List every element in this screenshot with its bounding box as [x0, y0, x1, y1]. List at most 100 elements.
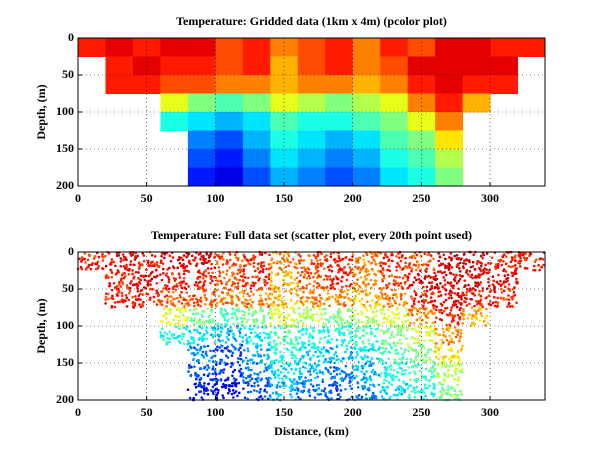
scatter-point [403, 381, 406, 385]
scatter-point [269, 336, 272, 339]
scatter-point [315, 268, 318, 271]
scatter-point [450, 374, 454, 378]
scatter-point [451, 394, 454, 398]
scatter-point [170, 333, 174, 336]
scatter-point [349, 346, 353, 349]
scatter-point [416, 309, 419, 313]
scatter-point [495, 305, 499, 308]
scatter-point [268, 292, 272, 296]
scatter-point [175, 285, 179, 288]
scatter-point [293, 343, 296, 346]
scatter-point [298, 279, 302, 283]
cell [352, 38, 381, 57]
scatter-point [303, 385, 306, 389]
scatter-point [390, 374, 393, 378]
scatter-point [180, 337, 184, 341]
scatter-point [380, 311, 383, 315]
scatter-point [122, 265, 126, 268]
scatter-point [243, 326, 246, 330]
scatter-point [204, 350, 208, 354]
scatter-point [288, 289, 292, 293]
scatter-point [347, 341, 351, 345]
scatter-point [97, 255, 101, 259]
scatter-point [364, 290, 368, 293]
scatter-point [224, 286, 227, 290]
scatter-point [169, 299, 173, 303]
scatter-point [303, 382, 307, 386]
scatter-point [416, 354, 420, 358]
scatter-point [180, 302, 184, 305]
scatter-point [383, 262, 387, 265]
scatter-point [414, 358, 418, 362]
scatter-point [359, 310, 363, 313]
scatter-point [421, 344, 425, 348]
scatter-point [349, 324, 353, 328]
scatter-point [360, 378, 363, 382]
scatter-point [380, 342, 384, 346]
scatter-point [425, 321, 428, 325]
scatter-point [395, 265, 398, 269]
scatter-point [273, 308, 277, 312]
scatter-point [278, 320, 282, 324]
scatter-point [406, 326, 410, 330]
scatter-point [473, 304, 476, 308]
scatter-point [206, 307, 209, 311]
scatter-point [352, 302, 356, 305]
scatter-point [141, 274, 145, 278]
scatter-point [351, 268, 355, 272]
scatter-point [279, 350, 282, 354]
scatter-point [502, 280, 506, 283]
scatter-point [303, 341, 307, 345]
scatter-point [265, 376, 268, 380]
scatter-point [267, 343, 271, 347]
scatter-point [266, 365, 270, 369]
scatter-point [230, 381, 234, 385]
scatter-point [356, 329, 360, 333]
scatter-point [304, 376, 307, 379]
scatter-point [448, 334, 452, 338]
scatter-point [439, 390, 442, 394]
cell [380, 112, 409, 131]
scatter-point [421, 293, 424, 297]
scatter-point [286, 283, 289, 286]
scatter-point [80, 267, 84, 271]
scatter-point [432, 341, 436, 344]
scatter-point [142, 254, 146, 257]
scatter-point [150, 277, 154, 281]
scatter-point [219, 323, 223, 326]
scatter-point [318, 258, 322, 262]
scatter-point [449, 386, 453, 390]
scatter-point [354, 355, 358, 359]
scatter-point [362, 303, 366, 307]
scatter-point [231, 384, 234, 388]
scatter-point [168, 266, 171, 270]
scatter-point [226, 378, 230, 381]
scatter-point [413, 388, 416, 392]
scatter-point [340, 369, 344, 373]
scatter-point [464, 284, 467, 287]
cell [160, 56, 189, 76]
cell [325, 130, 354, 150]
scatter-point [410, 267, 414, 270]
scatter-point [335, 358, 338, 362]
scatter-point [513, 286, 516, 289]
scatter-point [209, 333, 213, 337]
scatter-point [216, 282, 219, 286]
scatter-point [187, 364, 191, 367]
scatter-point [264, 298, 268, 301]
scatter-point [458, 270, 462, 273]
scatter-point [263, 363, 267, 366]
scatter-point [366, 300, 369, 304]
scatter-point [292, 309, 295, 312]
scatter-point [139, 274, 143, 278]
scatter-point [324, 323, 327, 326]
scatter-point [139, 278, 142, 282]
scatter-point [203, 366, 206, 370]
scatter-point [241, 309, 244, 313]
scatter-point [206, 267, 210, 270]
scatter-point [202, 333, 206, 337]
scatter-point [369, 383, 372, 387]
scatter-point [341, 318, 344, 322]
scatter-point [259, 378, 263, 382]
scatter-point [350, 318, 353, 321]
